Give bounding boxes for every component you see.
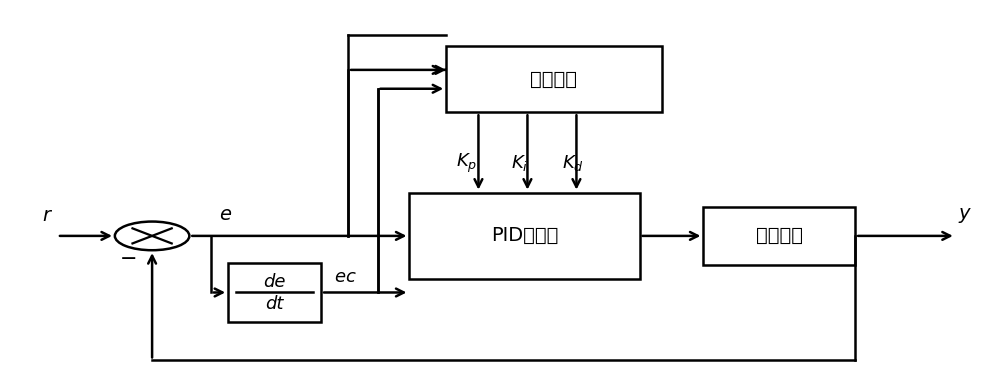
Text: $-$: $-$: [119, 247, 136, 267]
Text: $K_p$: $K_p$: [456, 151, 477, 175]
Text: $ec$: $ec$: [334, 268, 357, 286]
Bar: [446, 46, 662, 112]
Text: 被控对象: 被控对象: [756, 226, 803, 245]
Text: $e$: $e$: [219, 204, 232, 224]
Text: dt: dt: [265, 295, 284, 313]
Text: PID调节器: PID调节器: [491, 226, 558, 245]
Bar: [409, 192, 640, 279]
Text: $K_i$: $K_i$: [511, 153, 528, 173]
Text: de: de: [263, 273, 286, 291]
Text: 模糊推理: 模糊推理: [530, 70, 577, 89]
Text: $y$: $y$: [958, 206, 973, 224]
Bar: [703, 207, 855, 265]
Text: $r$: $r$: [42, 206, 53, 224]
Text: $K_d$: $K_d$: [562, 153, 583, 173]
Bar: [228, 263, 321, 322]
